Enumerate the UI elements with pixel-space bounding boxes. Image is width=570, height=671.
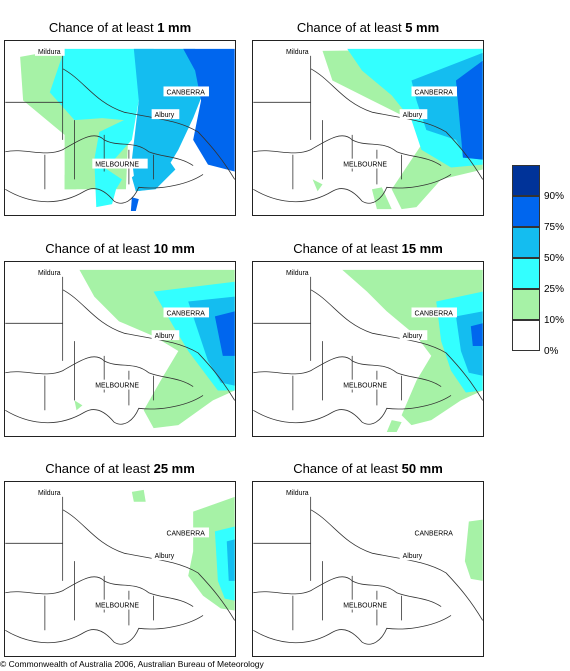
panel-title: Chance of at least 15 mm bbox=[293, 241, 443, 256]
place-melbourne: MELBOURNE bbox=[343, 162, 387, 169]
map-5mm: Mildura CANBERRA Albury MELBOURNE bbox=[252, 40, 484, 216]
place-canberra: CANBERRA bbox=[166, 530, 205, 537]
place-canberra: CANBERRA bbox=[414, 310, 453, 317]
place-labels: Mildura CANBERRA Albury MELBOURNE bbox=[34, 45, 209, 169]
probability-fill bbox=[74, 269, 235, 429]
probability-fill bbox=[464, 519, 483, 581]
place-melbourne: MELBOURNE bbox=[95, 383, 139, 390]
legend-swatch bbox=[512, 320, 540, 351]
map-15mm: Mildura CANBERRA Albury MELBOURNE bbox=[252, 261, 484, 437]
place-melbourne: MELBOURNE bbox=[343, 383, 387, 390]
legend-label: 0% bbox=[544, 346, 559, 357]
panel-1mm: Chance of at least 1 mm Mildura CANBERRA… bbox=[4, 16, 236, 216]
panel-title: Chance of at least 1 mm bbox=[48, 20, 192, 35]
place-albury: Albury bbox=[403, 553, 423, 560]
panel-title: Chance of at least 10 mm bbox=[45, 241, 195, 256]
state-borders bbox=[253, 489, 483, 645]
panel-title: Chance of at least 50 mm bbox=[293, 461, 443, 476]
legend-swatch bbox=[512, 196, 540, 227]
panel-25mm: Chance of at least 25 mm Mildura CANBERR… bbox=[4, 457, 236, 657]
legend-swatch bbox=[512, 258, 540, 289]
place-labels: Mildura CANBERRA Albury MELBOURNE bbox=[282, 266, 457, 390]
place-canberra: CANBERRA bbox=[414, 89, 453, 96]
place-melbourne: MELBOURNE bbox=[95, 603, 139, 610]
place-mildura: Mildura bbox=[38, 270, 61, 277]
copyright-notice: © Commonwealth of Australia 2006, Austra… bbox=[0, 659, 264, 669]
place-mildura: Mildura bbox=[286, 270, 309, 277]
place-mildura: Mildura bbox=[38, 490, 61, 497]
place-mildura: Mildura bbox=[286, 49, 309, 56]
panel-5mm: Chance of at least 5 mm Mildura CANBERRA… bbox=[252, 16, 484, 216]
map-10mm: Mildura CANBERRA Albury MELBOURNE bbox=[4, 261, 236, 437]
place-mildura: Mildura bbox=[286, 490, 309, 497]
legend-swatch bbox=[512, 227, 540, 258]
place-melbourne: MELBOURNE bbox=[343, 603, 387, 610]
place-albury: Albury bbox=[155, 333, 175, 340]
probability-fill bbox=[131, 489, 235, 611]
state-borders bbox=[5, 489, 235, 645]
panel-title: Chance of at least 25 mm bbox=[45, 461, 195, 476]
panel-15mm: Chance of at least 15 mm Mildura CANBERR… bbox=[252, 237, 484, 437]
legend-label: 25% bbox=[544, 284, 565, 295]
legend-swatch bbox=[512, 165, 540, 196]
probability-fill bbox=[312, 48, 483, 210]
legend-label: 10% bbox=[544, 315, 565, 326]
place-albury: Albury bbox=[155, 553, 175, 560]
legend-swatch bbox=[512, 289, 540, 320]
place-melbourne: MELBOURNE bbox=[95, 162, 139, 169]
place-labels: Mildura CANBERRA Albury MELBOURNE bbox=[34, 266, 209, 390]
place-labels: Mildura CANBERRA Albury MELBOURNE bbox=[34, 486, 209, 610]
legend-label: 75% bbox=[544, 222, 565, 233]
map-50mm: Mildura CANBERRA Albury MELBOURNE bbox=[252, 481, 484, 657]
map-1mm: Mildura CANBERRA Albury MELBOURNE bbox=[4, 40, 236, 216]
place-canberra: CANBERRA bbox=[166, 310, 205, 317]
state-borders bbox=[253, 48, 483, 204]
map-25mm: Mildura CANBERRA Albury MELBOURNE bbox=[4, 481, 236, 657]
legend-label: 50% bbox=[544, 253, 565, 264]
place-labels: Mildura CANBERRA Albury MELBOURNE bbox=[282, 486, 457, 610]
place-albury: Albury bbox=[403, 333, 423, 340]
place-mildura: Mildura bbox=[38, 49, 61, 56]
panel-50mm: Chance of at least 50 mm Mildura CANBERR… bbox=[252, 457, 484, 657]
panel-title: Chance of at least 5 mm bbox=[296, 20, 440, 35]
panel-10mm: Chance of at least 10 mm Mildura CANBERR… bbox=[4, 237, 236, 437]
place-albury: Albury bbox=[403, 112, 423, 119]
legend-label: 90% bbox=[544, 191, 565, 202]
place-labels: Mildura CANBERRA Albury MELBOURNE bbox=[282, 45, 457, 169]
probability-fill bbox=[20, 48, 235, 212]
place-albury: Albury bbox=[155, 112, 175, 119]
place-canberra: CANBERRA bbox=[414, 530, 453, 537]
place-canberra: CANBERRA bbox=[166, 89, 205, 96]
